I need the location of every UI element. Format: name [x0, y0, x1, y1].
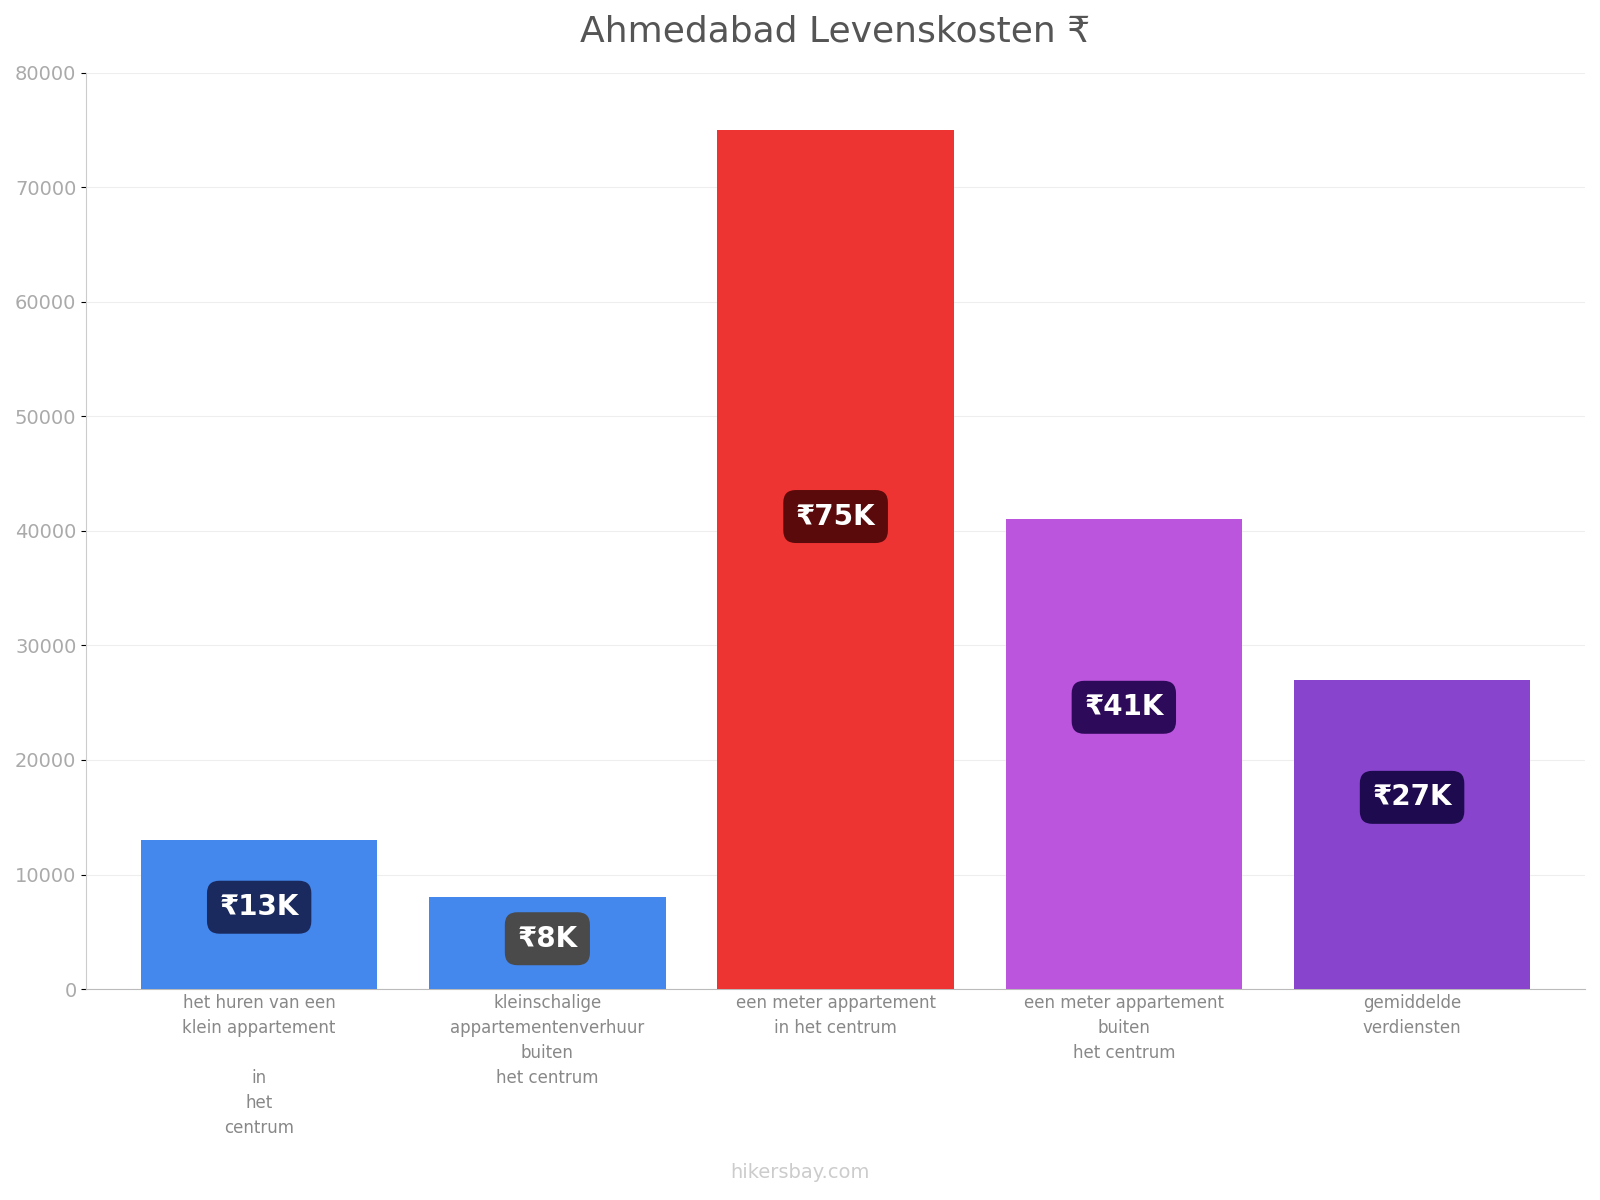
Bar [717, 130, 954, 989]
Bar [1294, 679, 1530, 989]
Text: hikersbay.com: hikersbay.com [730, 1163, 870, 1182]
Text: ₹8K: ₹8K [517, 925, 578, 953]
Bar [1006, 520, 1242, 989]
Bar [141, 840, 378, 989]
Text: ₹27K: ₹27K [1373, 784, 1451, 811]
Text: ₹75K: ₹75K [795, 503, 875, 530]
Title: Ahmedabad Levenskosten ₹: Ahmedabad Levenskosten ₹ [581, 14, 1091, 49]
Text: ₹41K: ₹41K [1085, 694, 1163, 721]
Bar [429, 898, 666, 989]
Text: ₹13K: ₹13K [219, 893, 299, 922]
